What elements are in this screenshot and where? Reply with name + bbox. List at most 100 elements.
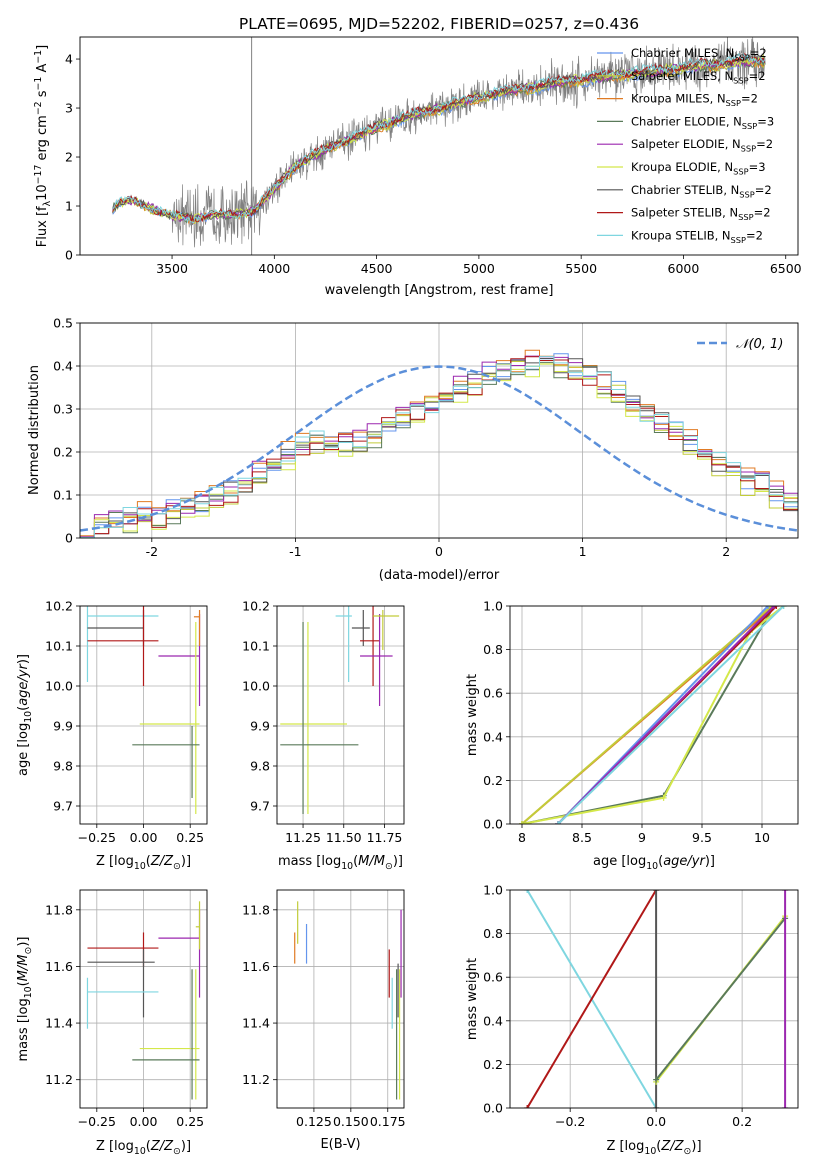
figure-title: PLATE=0695, MJD=52202, FIBERID=0257, z=0… bbox=[239, 15, 639, 33]
y-tick-label: 0.8 bbox=[483, 642, 503, 657]
gaussian-curve bbox=[80, 365, 798, 532]
y-tick-label: 9.9 bbox=[250, 719, 270, 734]
y-tick-label: 11.2 bbox=[45, 1072, 73, 1087]
y-tick-label: 11.4 bbox=[45, 1016, 73, 1031]
x-tick-label: 0 bbox=[435, 544, 443, 559]
panels: 3500 4000 4500 5000 5500 6000 6500 0 1 2 3 4 wavelen… bbox=[16, 36, 802, 1157]
y-tick-label: 0.3 bbox=[53, 402, 73, 417]
x-tick-label: 3500 bbox=[156, 261, 188, 276]
mass-weight-marker bbox=[782, 890, 789, 893]
y-tick-label: 1.0 bbox=[483, 599, 503, 614]
x-axis-label: Z [log10(Z/Z⊙)] bbox=[96, 854, 191, 872]
x-tick-label: 0.125 bbox=[296, 1114, 332, 1129]
axes: −0.25 0.00 0.25 11.2 11.4 11.6 11.8 Z [log10(Z/… bbox=[16, 889, 208, 1157]
y-tick-label: 0 bbox=[65, 248, 73, 263]
x-tick-label: 0.00 bbox=[130, 1114, 158, 1129]
mass-weight-marker bbox=[524, 1105, 531, 1108]
x-tick-label: 11.50 bbox=[326, 830, 362, 845]
x-tick-label: 6500 bbox=[770, 261, 802, 276]
mass-weight-marker bbox=[524, 890, 531, 893]
x-axis-label: mass [log10(M/M⊙)] bbox=[278, 854, 403, 872]
y-axis-label: mass weight bbox=[465, 958, 480, 1040]
x-axis-label: wavelength [Angstrom, rest frame] bbox=[325, 283, 554, 298]
residual-histogram bbox=[80, 358, 798, 538]
y-tick-label: 10.0 bbox=[242, 679, 270, 694]
plot-area bbox=[112, 37, 766, 255]
mass-weight-line bbox=[557, 606, 785, 824]
mass-weight-marker bbox=[660, 794, 667, 801]
panel-residuals: -2 -1 0 1 2 0 0.1 0.2 0.3 0.4 0.5 (data-model)/erro… bbox=[27, 316, 799, 583]
mass-weight-marker bbox=[773, 606, 780, 609]
legend-label: Chabrier MILES, NSSP=2 bbox=[631, 46, 767, 62]
legend-label: Salpeter ELODIE, NSSP=2 bbox=[631, 137, 773, 153]
y-tick-label: 11.4 bbox=[242, 1016, 270, 1031]
x-tick-label: 5000 bbox=[463, 261, 495, 276]
y-tick-label: 3 bbox=[65, 101, 73, 116]
model-line bbox=[112, 53, 765, 224]
y-tick-label: 2 bbox=[65, 150, 73, 165]
x-axis-label: E(B-V) bbox=[320, 1137, 360, 1152]
y-tick-label: 10.1 bbox=[242, 639, 270, 654]
x-tick-label: 0.175 bbox=[370, 1114, 406, 1129]
x-tick-label: 8.5 bbox=[572, 830, 592, 845]
residual-histogram bbox=[80, 361, 798, 538]
y-axis-label: age [log10(age/yr)] bbox=[16, 654, 34, 776]
axes-frame bbox=[276, 605, 405, 825]
mass-weight-marker bbox=[653, 890, 660, 893]
legend-label: Chabrier STELIB, NSSP=2 bbox=[631, 183, 772, 199]
x-tick-label: -1 bbox=[289, 544, 301, 559]
axes: −0.2 0.0 0.2 0.0 0.2 0.4 0.6 0.8 1.0 mass weight Z… bbox=[465, 883, 799, 1157]
axes-frame bbox=[79, 322, 799, 539]
mass-weight-marker bbox=[519, 821, 525, 824]
x-axis-label: Z [log10(Z/Z⊙)] bbox=[606, 1139, 701, 1157]
grid bbox=[80, 322, 798, 539]
y-tick-label: 0.4 bbox=[483, 1013, 503, 1028]
x-axis-label: (data-model)/error bbox=[379, 568, 500, 583]
legend: 𝒩(0, 1) bbox=[697, 337, 783, 352]
y-tick-label: 0.4 bbox=[53, 359, 73, 374]
axes-frame bbox=[276, 889, 405, 1109]
y-axis-label: mass weight bbox=[465, 674, 480, 756]
legend-label: Kroupa STELIB, NSSP=2 bbox=[631, 228, 763, 244]
axes-frame bbox=[509, 889, 799, 1109]
x-tick-label: 6000 bbox=[668, 261, 700, 276]
residual-histogram bbox=[80, 356, 798, 538]
x-tick-label: -2 bbox=[146, 544, 158, 559]
axes: −0.25 0.00 0.25 9.7 9.8 9.9 10.0 10.1 10.2 Z [log… bbox=[16, 599, 208, 872]
plot-area bbox=[519, 606, 787, 824]
mass-weight-marker bbox=[765, 606, 771, 609]
mass-weight-line bbox=[526, 890, 657, 1108]
panel-age-vs-Z: −0.25 0.00 0.25 9.7 9.8 9.9 10.0 10.1 10.2 Z [log… bbox=[16, 599, 208, 872]
model-line bbox=[112, 52, 765, 224]
mass-weight-marker bbox=[782, 1105, 789, 1108]
legend-label: Kroupa ELODIE, NSSP=3 bbox=[631, 160, 766, 176]
plot-area bbox=[524, 890, 789, 1108]
axes: 0.125 0.150 0.175 11.2 11.4 11.6 11.8 E(B-V) bbox=[242, 889, 406, 1152]
y-tick-label: 10.2 bbox=[45, 599, 73, 614]
x-tick-label: 9.5 bbox=[692, 830, 712, 845]
y-tick-label: 4 bbox=[65, 52, 73, 67]
x-tick-label: 1 bbox=[579, 544, 587, 559]
mass-weight-marker bbox=[653, 1076, 660, 1083]
x-tick-label: 11.25 bbox=[285, 830, 321, 845]
y-tick-label: 0.0 bbox=[483, 1101, 503, 1116]
y-tick-label: 10.0 bbox=[45, 679, 73, 694]
axes-frame bbox=[79, 605, 208, 825]
mass-weight-marker bbox=[653, 1105, 660, 1108]
mass-weight-line bbox=[521, 606, 773, 824]
y-tick-label: 0.2 bbox=[483, 1057, 503, 1072]
x-tick-label: 4000 bbox=[258, 261, 290, 276]
plot-area bbox=[280, 606, 400, 814]
x-tick-label: −0.25 bbox=[78, 830, 116, 845]
y-tick-label: 11.8 bbox=[45, 902, 73, 917]
axes-frame bbox=[509, 605, 799, 825]
y-tick-label: 0.6 bbox=[483, 686, 503, 701]
x-tick-label: 0.2 bbox=[732, 1114, 752, 1129]
y-tick-label: 11.6 bbox=[45, 959, 73, 974]
y-axis-label: Normed distribution bbox=[27, 365, 42, 495]
x-tick-label: 2 bbox=[722, 544, 730, 559]
x-tick-label: 11.75 bbox=[367, 830, 403, 845]
y-tick-label: 9.7 bbox=[53, 799, 73, 814]
panel-mass-vs-Z: −0.25 0.00 0.25 11.2 11.4 11.6 11.8 Z [log10(Z/… bbox=[16, 889, 208, 1157]
